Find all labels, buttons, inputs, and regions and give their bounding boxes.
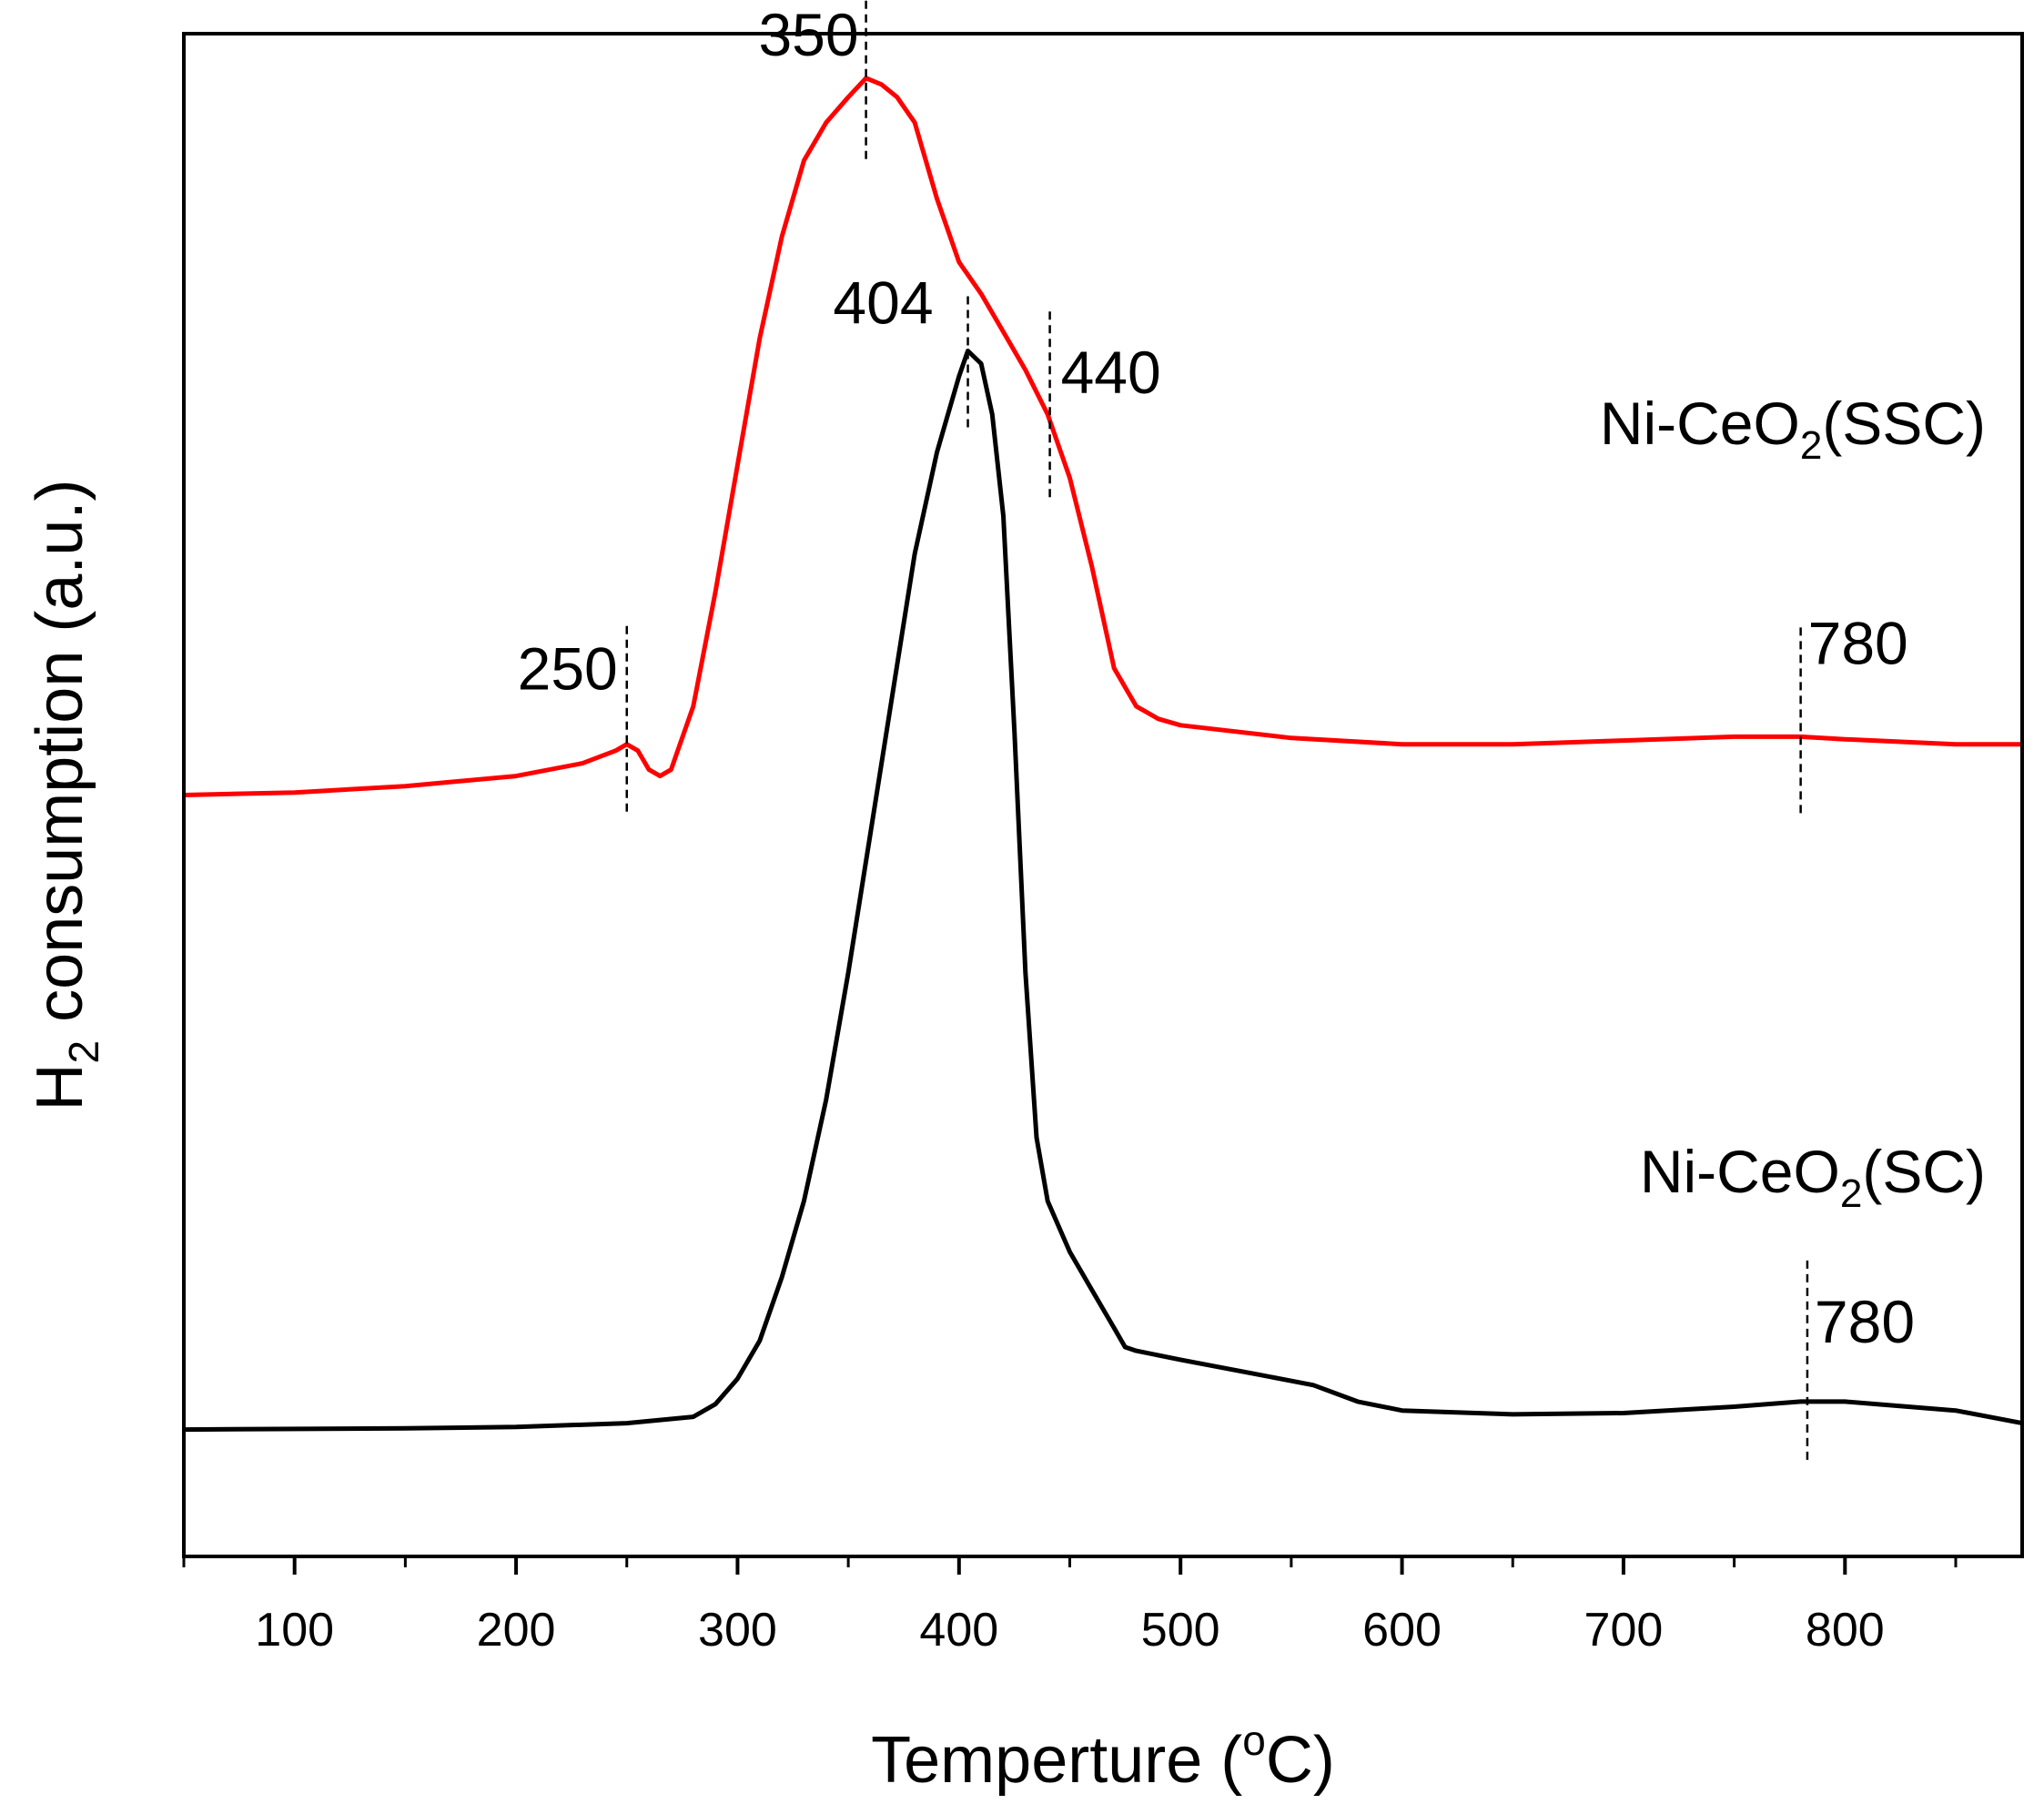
x-tick-label: 600: [1362, 1604, 1442, 1657]
series-label-ssc: Ni-CeO2(SSC): [1600, 390, 1986, 468]
x-tick-label: 700: [1584, 1604, 1664, 1657]
peak-label: 404: [833, 269, 933, 337]
series-line-Ni-CeO2(SSC): [183, 76, 2022, 797]
series-line-Ni-CeO2(SC): [183, 349, 2023, 1433]
x-axis-title: Temperture (oC): [871, 1717, 1335, 1797]
peak-label: 440: [1061, 339, 1161, 406]
series-layer: [183, 76, 2023, 1433]
peak-label: 780: [1815, 1288, 1915, 1355]
y-axis-title: H2 consumption (a.u.): [24, 480, 107, 1111]
x-tick-label: 200: [477, 1604, 556, 1657]
x-tick-label: 100: [255, 1604, 334, 1657]
x-tick-label: 400: [919, 1604, 998, 1657]
series-label-sc: Ni-CeO2(SC): [1640, 1138, 1986, 1216]
x-tick-label: 800: [1806, 1604, 1885, 1657]
peak-label: 780: [1808, 609, 1908, 676]
x-tick-label: 500: [1141, 1604, 1220, 1657]
plot-frame: [182, 32, 2024, 1558]
x-tick-label: 300: [698, 1604, 777, 1657]
labels-layer: 100 200 300 400 500 600 700 800 Ni-CeO2(SSC) Ni-C…: [24, 390, 1986, 1797]
peak-label: 250: [518, 635, 618, 703]
